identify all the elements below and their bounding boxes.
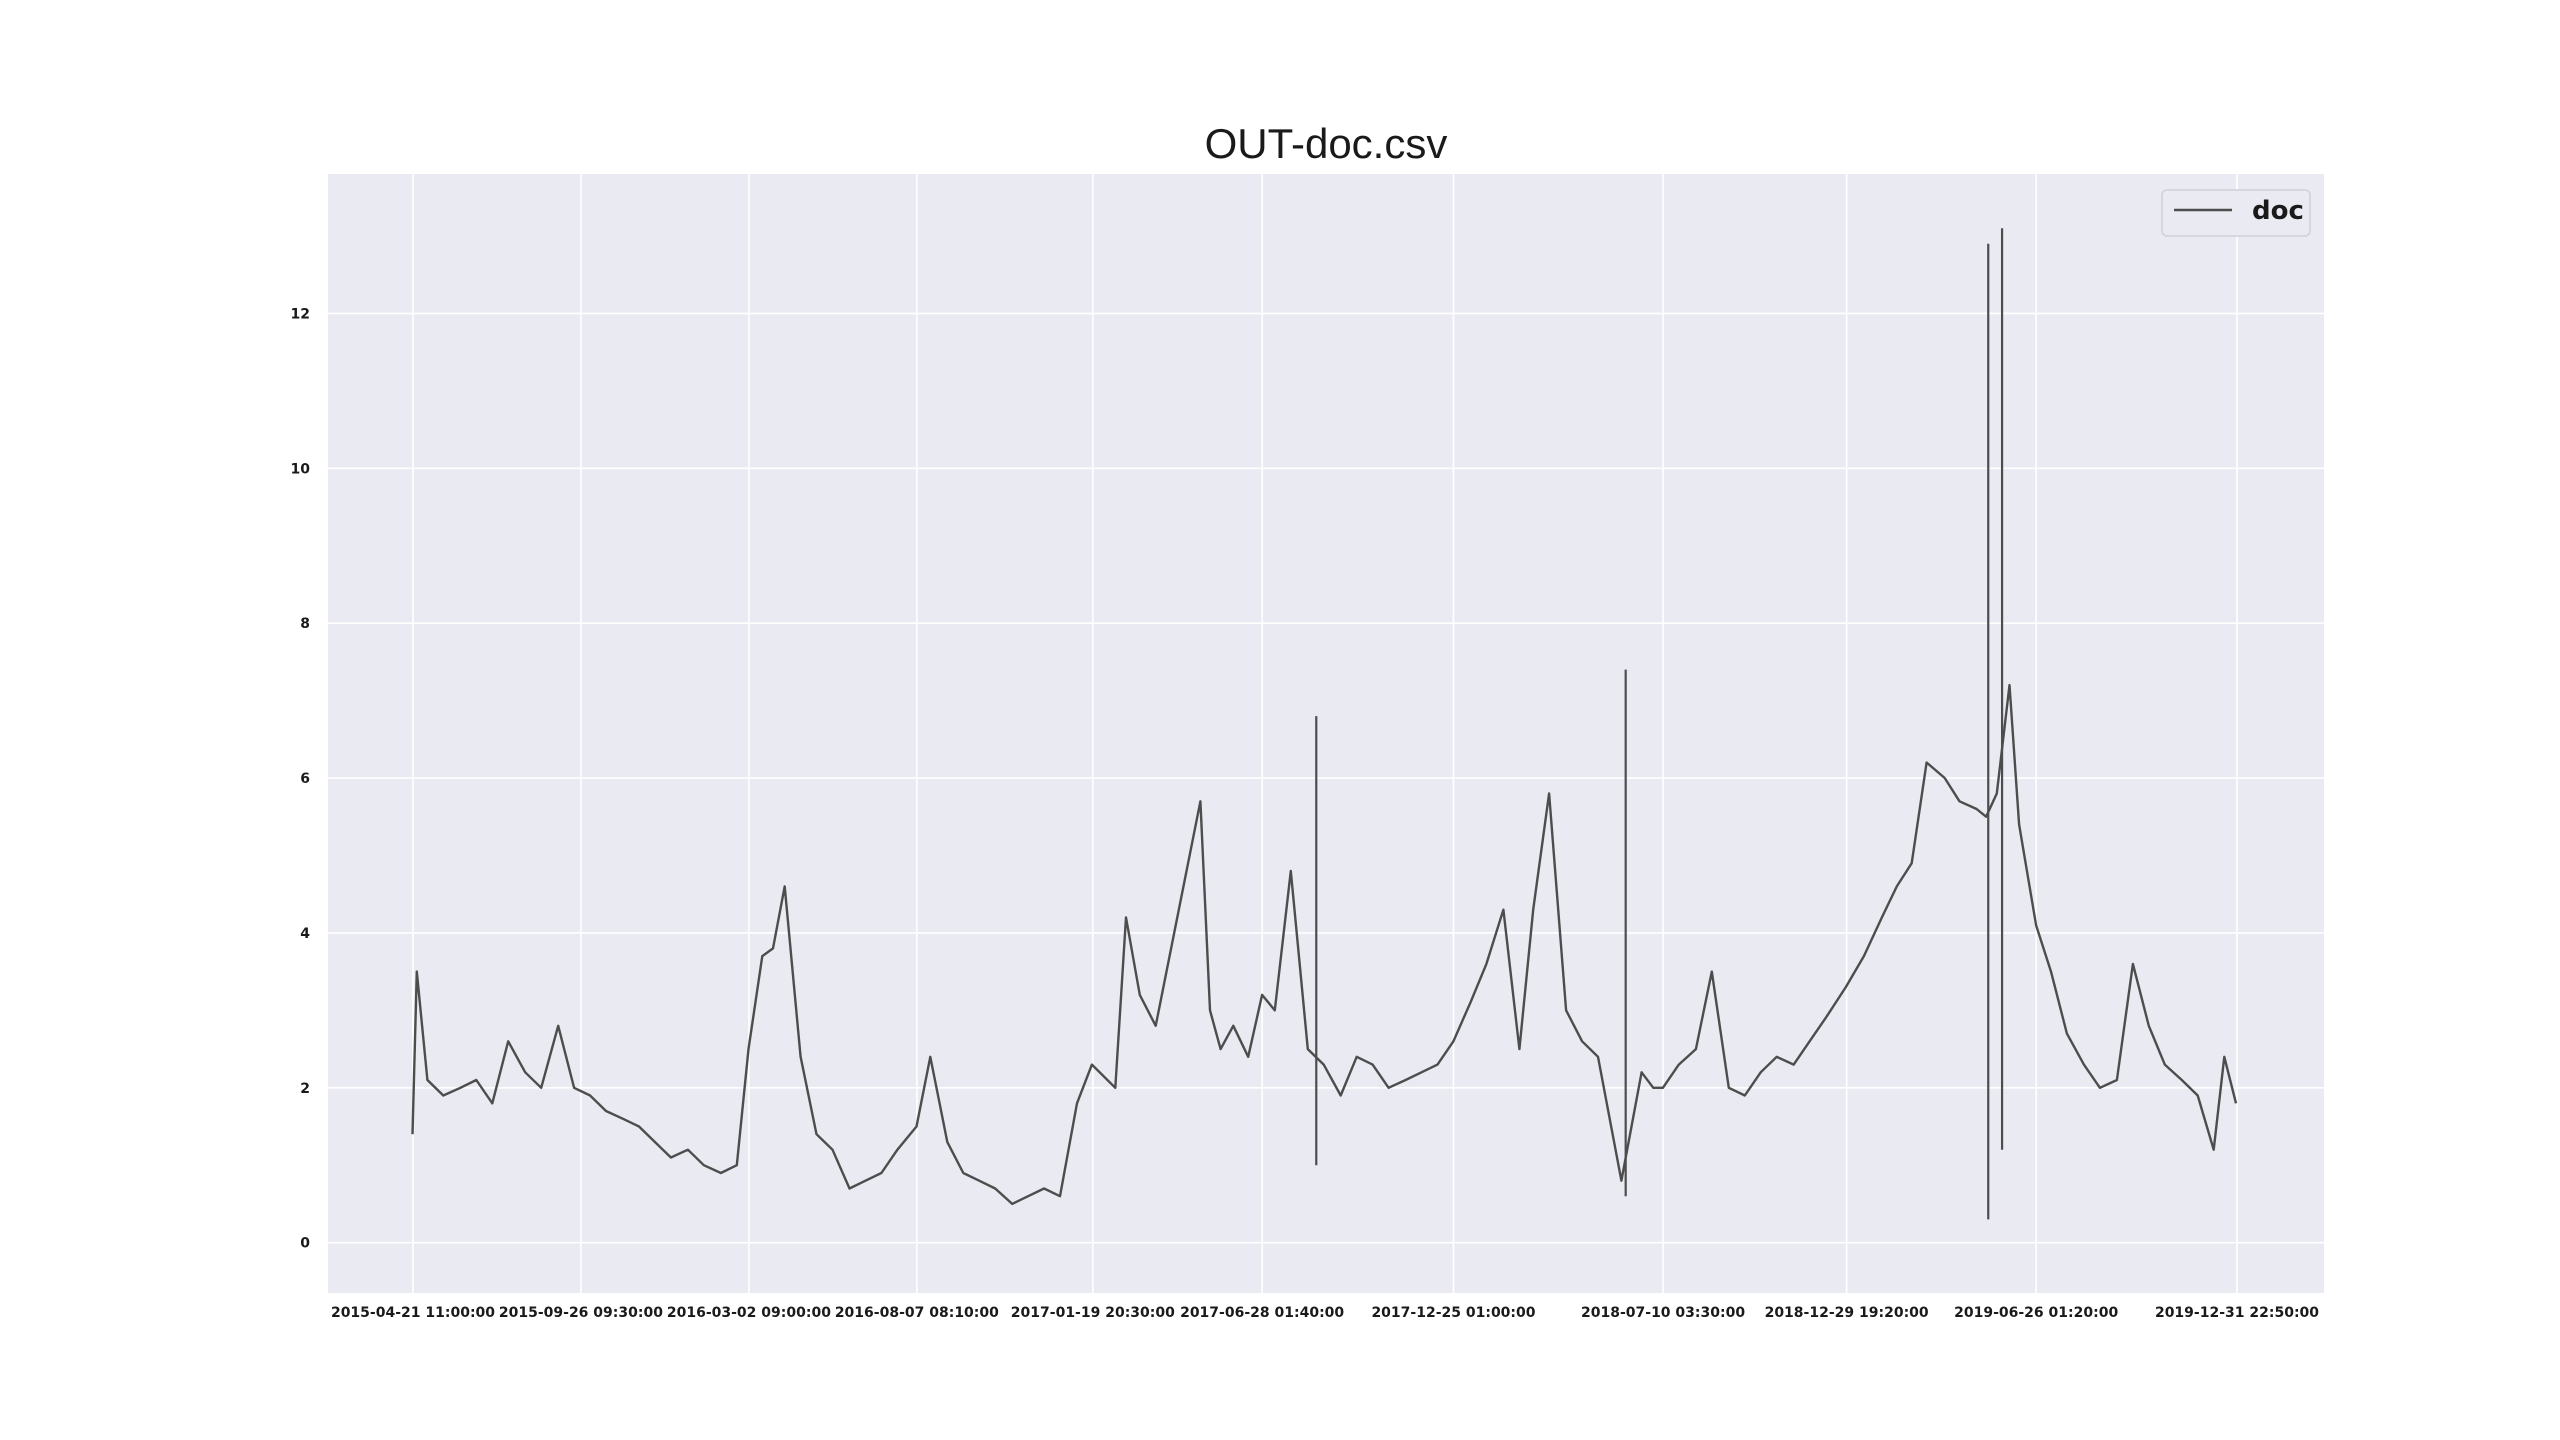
y-tick-label: 10 xyxy=(291,461,311,477)
y-axis-ticks: 0 2 4 6 8 10 12 xyxy=(291,306,311,1251)
y-tick-label: 8 xyxy=(300,616,310,632)
legend: doc xyxy=(2161,189,2311,237)
x-tick-label: 2016-03-02 09:00:00 xyxy=(667,1305,831,1321)
plot-area xyxy=(328,174,2324,1293)
x-axis-ticks: 2015-04-21 11:00:00 2015-09-26 09:30:00 20… xyxy=(331,1305,2319,1321)
x-tick-label: 2015-09-26 09:30:00 xyxy=(499,1305,663,1321)
series-doc xyxy=(411,228,2238,1220)
x-tick-label: 2018-07-10 03:30:00 xyxy=(1581,1305,1745,1321)
y-tick-label: 2 xyxy=(300,1081,310,1097)
series-line xyxy=(411,683,2238,1206)
x-tick-label: 2017-06-28 01:40:00 xyxy=(1180,1305,1344,1321)
x-tick-label: 2017-12-25 01:00:00 xyxy=(1371,1305,1535,1321)
legend-box xyxy=(2161,189,2311,237)
x-tick-label: 2017-01-19 20:30:00 xyxy=(1011,1305,1175,1321)
grid-lines xyxy=(328,174,2324,1293)
chart-title: OUT-doc.csv xyxy=(1204,120,1448,167)
x-tick-label: 2019-12-31 22:50:00 xyxy=(2155,1305,2319,1321)
y-tick-label: 6 xyxy=(300,771,310,787)
y-tick-label: 0 xyxy=(300,1236,310,1252)
x-tick-label: 2018-12-29 19:20:00 xyxy=(1765,1305,1929,1321)
y-tick-label: 4 xyxy=(300,926,310,942)
y-tick-label: 12 xyxy=(291,306,310,322)
x-tick-label: 2019-06-26 01:20:00 xyxy=(1954,1305,2118,1321)
x-tick-label: 2016-08-07 08:10:00 xyxy=(835,1305,999,1321)
x-tick-label: 2015-04-21 11:00:00 xyxy=(331,1305,495,1321)
legend-label-doc: doc xyxy=(2252,196,2304,226)
